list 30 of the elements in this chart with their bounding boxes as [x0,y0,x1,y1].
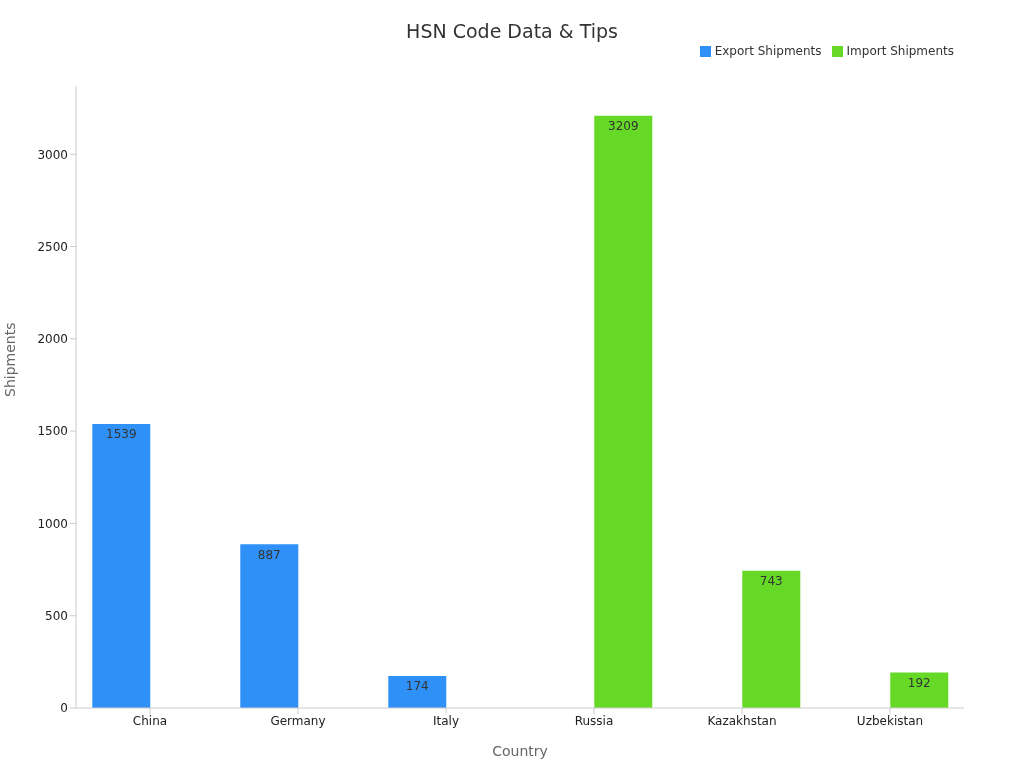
data-label: 743 [759,574,783,589]
y-tick-label: 1000 [37,516,68,531]
y-tick-label: 0 [60,701,68,716]
y-tick-label: 2500 [37,239,68,254]
x-tick-label: China [132,713,168,728]
x-tick-label: Germany [270,713,326,728]
bar [92,423,151,708]
y-tick-label: 2000 [37,332,68,347]
bar [742,570,801,708]
y-tick-label: 3000 [37,147,68,162]
data-label: 3209 [608,119,639,134]
data-label: 887 [257,547,281,562]
legend-label: Import Shipments [846,44,954,58]
x-tick-label: Italy [432,713,460,728]
x-tick-label: Kazakhstan [707,713,777,728]
x-axis-title: Country [492,743,548,759]
x-tick-label: Russia [574,713,614,728]
bar [594,115,653,708]
y-axis-title: Shipments [1,322,18,397]
chart-title: HSN Code Data & Tips [405,20,619,42]
legend-label: Export Shipments [714,44,822,58]
data-label: 1539 [106,427,137,442]
bar [890,672,949,708]
x-tick-label: Uzbekistan [856,713,924,728]
y-tick-label: 1500 [37,424,68,439]
data-label: 192 [907,676,931,691]
bar [388,675,447,708]
y-tick-label: 500 [45,608,68,623]
data-label: 174 [405,679,429,694]
bar [240,544,299,708]
